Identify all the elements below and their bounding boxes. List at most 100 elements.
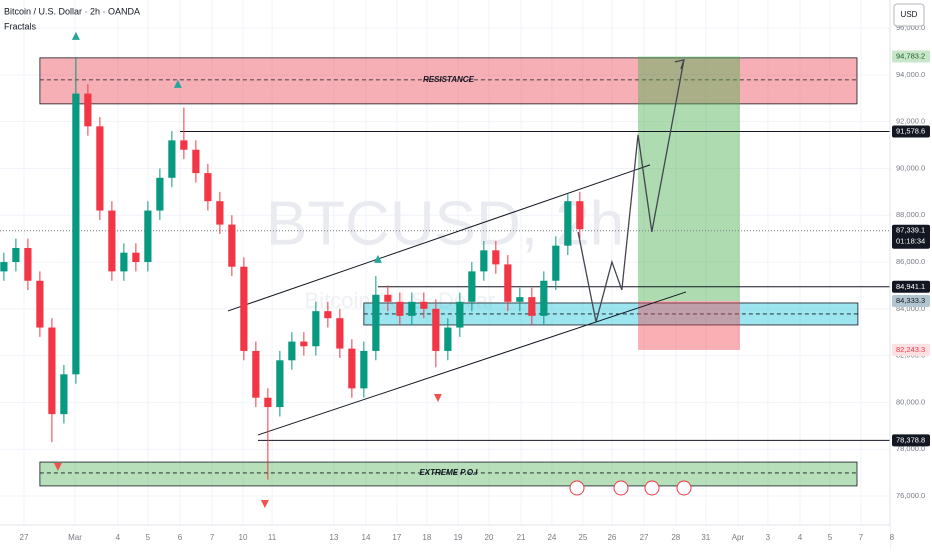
candle-body [120, 252, 128, 272]
candle-body [492, 250, 500, 265]
zone [39, 57, 858, 105]
chart-title: Bitcoin / U.S. Dollar · 2h · OANDA [4, 6, 140, 16]
event-icon[interactable] [569, 480, 585, 496]
price-tag [892, 224, 930, 249]
price-tag [892, 50, 930, 63]
zone-label: RESISTANCE [423, 75, 475, 84]
trendline [257, 291, 687, 436]
price-tag [892, 125, 930, 138]
candle-body [396, 301, 404, 316]
x-tick-label: 11 [268, 533, 277, 542]
price-tag-label: 84,941.1 [896, 282, 925, 291]
x-tick-label: 17 [392, 533, 401, 542]
x-tick-label: 20 [484, 533, 493, 542]
candle-body [276, 360, 284, 408]
candle-body [60, 374, 68, 415]
y-tick-label: 80,000.0 [896, 397, 925, 406]
candle-body [300, 341, 308, 347]
candle-body [12, 247, 20, 263]
x-tick-label: 27 [20, 533, 29, 542]
x-tick-label: 19 [454, 533, 463, 542]
event-icon[interactable] [613, 480, 629, 496]
fractal-up [173, 79, 182, 88]
fractal-up [71, 31, 80, 40]
candle-body [336, 318, 344, 349]
y-tick-label: 90,000.0 [896, 163, 925, 172]
candle-body [216, 201, 224, 225]
candle-body [84, 93, 92, 127]
y-tick-label: 88,000.0 [896, 210, 925, 219]
price-tag-label: 91,578.6 [896, 127, 925, 136]
projection-path [577, 59, 685, 323]
price-tag-label: 94,783.2 [896, 52, 925, 61]
candle-body [420, 301, 428, 309]
price-tag-label: 84,333.3 [896, 296, 925, 305]
candle-body [264, 397, 272, 408]
y-tick-label: 86,000.0 [896, 257, 925, 266]
price-axis [890, 0, 932, 550]
zone-label: EXTREME P.O.I [419, 468, 478, 477]
y-tick-label: 96,000.0 [896, 23, 925, 32]
candle-body [360, 350, 368, 389]
candle-body [384, 294, 392, 302]
x-tick-label: 7 [859, 533, 864, 542]
x-tick-label: 28 [671, 533, 680, 542]
candle-body [96, 126, 104, 211]
projection-arrowhead [674, 58, 685, 70]
candle-body [372, 294, 380, 351]
x-tick-label: 8 [890, 533, 895, 542]
candle-body [48, 327, 56, 415]
candle-body [156, 177, 164, 211]
candle-body [456, 301, 464, 328]
candle-body [432, 308, 440, 351]
candle-body [528, 297, 536, 316]
candle-body [408, 301, 416, 316]
x-tick-label: 5 [828, 533, 833, 542]
y-tick-label: 92,000.0 [896, 117, 925, 126]
candle-body [444, 327, 452, 351]
currency: USD [901, 10, 918, 19]
x-tick-label: 10 [239, 533, 248, 542]
candle-body [108, 210, 116, 272]
currency-button[interactable] [893, 3, 925, 27]
candle-body [132, 252, 140, 263]
zone [39, 461, 858, 487]
event-icon[interactable] [644, 480, 660, 496]
indicator-name: Fractals [4, 21, 37, 31]
time-axis [0, 525, 890, 550]
candle-body [540, 280, 548, 316]
x-tick-label: 4 [116, 533, 121, 542]
candle-body [72, 93, 80, 375]
x-tick-label: 18 [422, 533, 431, 542]
candle-body [324, 311, 332, 319]
price-tag [892, 295, 930, 308]
event-icons [569, 480, 692, 496]
fractal-down [53, 462, 62, 471]
candle-body [576, 201, 584, 230]
event-icon[interactable] [676, 480, 692, 496]
fractal-down [260, 499, 269, 508]
candle-body [252, 350, 260, 398]
candle-body [228, 224, 236, 267]
x-tick-label: 26 [607, 533, 616, 542]
x-tick-label: 13 [329, 533, 338, 542]
position-target [638, 56, 741, 302]
candle-body [0, 262, 8, 272]
candle-body [516, 297, 524, 302]
x-tick-label: 5 [146, 533, 151, 542]
price-tag [892, 343, 930, 356]
x-tick-label: 14 [362, 533, 371, 542]
x-tick-label: 6 [178, 533, 183, 542]
x-tick-label: 4 [798, 533, 803, 542]
candle-body [552, 245, 560, 281]
candle-body [144, 210, 152, 263]
candle-body [204, 173, 212, 202]
x-tick-label: 24 [547, 533, 556, 542]
candle-body [348, 348, 356, 389]
x-tick-label: 21 [517, 533, 526, 542]
x-tick-label: Mar [68, 533, 82, 542]
candle-body [312, 311, 320, 347]
candle-body [24, 247, 32, 281]
